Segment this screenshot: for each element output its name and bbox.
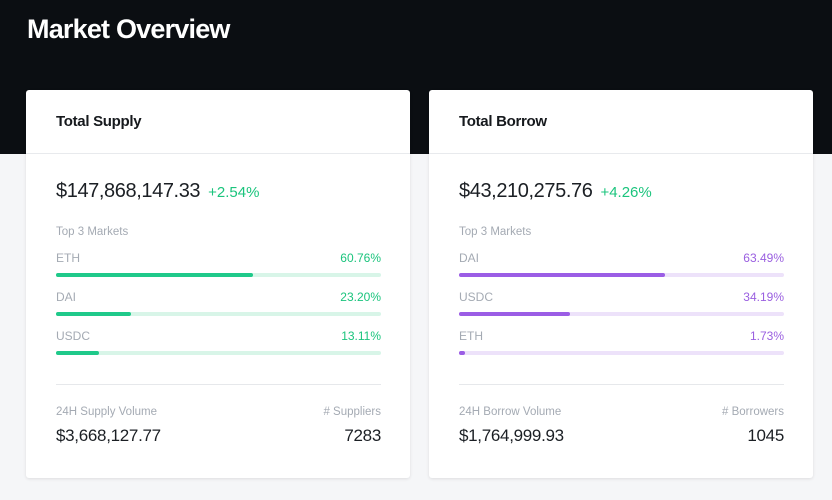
market-item[interactable]: DAI 23.20% bbox=[56, 290, 381, 316]
borrowers-count-label: # Borrowers bbox=[722, 406, 784, 418]
divider bbox=[56, 384, 381, 385]
footer-labels: 24H Supply Volume # Suppliers bbox=[56, 406, 381, 418]
borrowers-count-value: 1045 bbox=[747, 426, 784, 445]
market-percent: 23.20% bbox=[340, 290, 381, 304]
market-bar-track bbox=[459, 351, 784, 355]
market-bar-fill bbox=[56, 312, 132, 316]
market-bar-fill bbox=[56, 351, 99, 355]
market-name: ETH bbox=[56, 251, 80, 265]
top-markets-label: Top 3 Markets bbox=[56, 226, 129, 238]
market-bar-fill bbox=[459, 351, 465, 355]
market-bar-fill bbox=[56, 273, 254, 277]
market-item[interactable]: USDC 13.11% bbox=[56, 329, 381, 355]
supply-volume-value: $3,668,127.77 bbox=[56, 426, 161, 445]
footer-values: $3,668,127.77 7283 bbox=[56, 426, 381, 446]
total-borrow-change: +4.26% bbox=[600, 184, 652, 201]
market-item[interactable]: DAI 63.49% bbox=[459, 251, 784, 277]
card-body: $43,210,275.76 +4.26% Top 3 Markets DAI … bbox=[429, 180, 813, 446]
market-item[interactable]: USDC 34.19% bbox=[459, 290, 784, 316]
total-row: $147,868,147.33 +2.54% bbox=[56, 180, 381, 210]
card-header: Total Supply bbox=[26, 90, 410, 154]
divider bbox=[459, 384, 784, 385]
market-percent: 13.11% bbox=[341, 329, 381, 343]
total-borrow-card: Total Borrow $43,210,275.76 +4.26% Top 3… bbox=[429, 90, 813, 478]
market-percent: 60.76% bbox=[340, 251, 381, 265]
market-name: USDC bbox=[459, 290, 494, 304]
market-name: DAI bbox=[459, 251, 480, 265]
top-markets-label: Top 3 Markets bbox=[459, 226, 532, 238]
market-bar-fill bbox=[459, 273, 666, 277]
supply-volume-label: 24H Supply Volume bbox=[56, 406, 158, 418]
market-bar-track bbox=[459, 273, 784, 277]
market-percent: 34.19% bbox=[743, 290, 784, 304]
card-header: Total Borrow bbox=[429, 90, 813, 154]
suppliers-count-value: 7283 bbox=[344, 426, 381, 445]
market-bar-track bbox=[56, 273, 381, 277]
total-borrow-value: $43,210,275.76 bbox=[459, 180, 593, 202]
market-percent: 63.49% bbox=[743, 251, 784, 265]
total-supply-value: $147,868,147.33 bbox=[56, 180, 201, 202]
market-item[interactable]: ETH 1.73% bbox=[459, 329, 784, 355]
card-body: $147,868,147.33 +2.54% Top 3 Markets ETH… bbox=[26, 180, 410, 446]
footer-values: $1,764,999.93 1045 bbox=[459, 426, 784, 446]
card-title: Total Supply bbox=[56, 113, 142, 130]
market-name: DAI bbox=[56, 290, 77, 304]
market-bar-track bbox=[459, 312, 784, 316]
market-bar-track bbox=[56, 351, 381, 355]
suppliers-count-label: # Suppliers bbox=[323, 406, 381, 418]
market-name: USDC bbox=[56, 329, 91, 343]
card-title: Total Borrow bbox=[459, 113, 547, 130]
market-name: ETH bbox=[459, 329, 483, 343]
market-bar-track bbox=[56, 312, 381, 316]
market-percent: 1.73% bbox=[749, 329, 784, 343]
market-bar-fill bbox=[459, 312, 571, 316]
total-supply-change: +2.54% bbox=[208, 184, 260, 201]
total-supply-card: Total Supply $147,868,147.33 +2.54% Top … bbox=[26, 90, 410, 478]
borrow-volume-value: $1,764,999.93 bbox=[459, 426, 564, 445]
footer-labels: 24H Borrow Volume # Borrowers bbox=[459, 406, 784, 418]
market-item[interactable]: ETH 60.76% bbox=[56, 251, 381, 277]
borrow-volume-label: 24H Borrow Volume bbox=[459, 406, 562, 418]
total-row: $43,210,275.76 +4.26% bbox=[459, 180, 784, 210]
page-title: Market Overview bbox=[27, 14, 230, 44]
